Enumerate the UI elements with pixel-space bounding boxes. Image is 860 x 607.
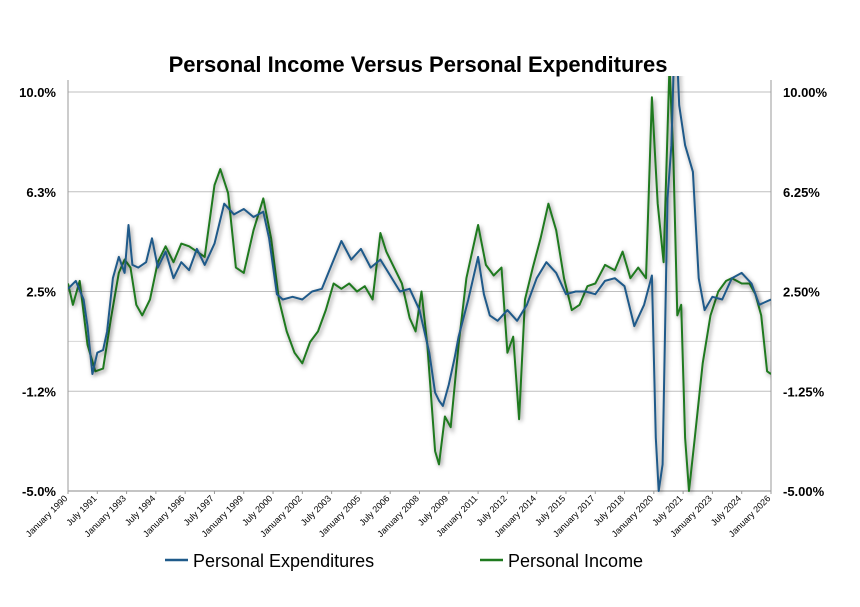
- y-tick-label-left: 6.3%: [26, 185, 56, 200]
- y-tick-label-left: 10.0%: [19, 85, 56, 100]
- y-tick-label-right: 10.00%: [783, 85, 828, 100]
- y-tick-label-left: -5.0%: [22, 484, 56, 499]
- series-line-personal-expenditures: [68, 76, 771, 492]
- legend-label-personal-income: Personal Income: [508, 551, 643, 571]
- y-axis-right: 10.00% 6.25% 2.50% -1.25% -5.00%: [783, 85, 828, 499]
- y-tick-label-right: 6.25%: [783, 185, 820, 200]
- legend-item-personal-expenditures: Personal Expenditures: [165, 551, 374, 571]
- y-tick-label-right: 2.50%: [783, 285, 820, 300]
- y-axis-left: 10.0% 6.3% 2.5% -1.2% -5.0%: [19, 85, 56, 499]
- series-shadow-personal-expenditures: [68, 76, 771, 494]
- y-tick-label-right: -1.25%: [783, 384, 825, 399]
- x-tick-label: January 1990: [24, 493, 70, 539]
- legend: Personal Expenditures Personal Income: [165, 551, 643, 571]
- y-tick-label-left: 2.5%: [26, 285, 56, 300]
- chart-title: Personal Income Versus Personal Expendit…: [169, 52, 668, 77]
- y-tick-label-left: -1.2%: [22, 384, 56, 399]
- y-tick-label-right: -5.00%: [783, 484, 825, 499]
- legend-label-personal-expenditures: Personal Expenditures: [193, 551, 374, 571]
- legend-item-personal-income: Personal Income: [480, 551, 643, 571]
- series-lines: [68, 76, 771, 494]
